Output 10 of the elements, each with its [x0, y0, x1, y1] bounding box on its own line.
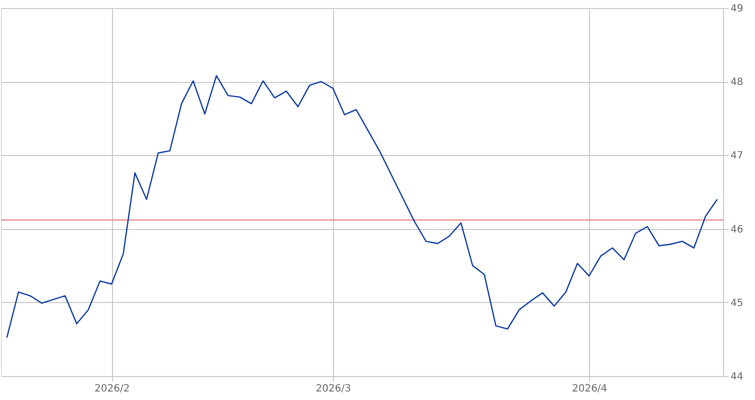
y-tick-label: 49	[730, 4, 744, 14]
x-tick-label: 2026/2	[94, 384, 130, 394]
y-tick-label: 48	[730, 77, 744, 88]
x-tick-label: 2026/3	[316, 384, 351, 394]
x-tick-label: 2026/4	[572, 384, 608, 394]
y-tick-label: 45	[730, 298, 744, 309]
line-series	[6, 75, 718, 338]
y-tick-label: 47	[730, 150, 744, 162]
y-tick-label: 46	[730, 224, 744, 236]
y-tick-label: 44	[730, 372, 744, 382]
